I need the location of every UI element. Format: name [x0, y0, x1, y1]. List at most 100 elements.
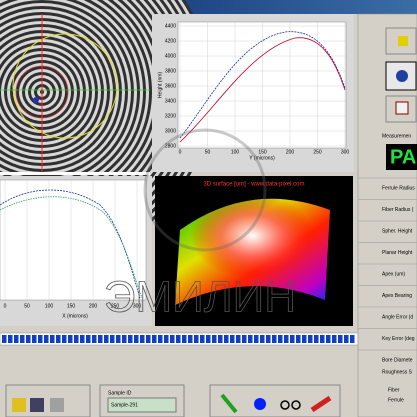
x-tick-label: 50 [205, 149, 211, 155]
y-tick-label: 3000 [165, 128, 176, 134]
y-axis-label: Height (nm) [157, 72, 163, 98]
marker [33, 97, 39, 103]
progress-segment [164, 335, 169, 343]
status-display [386, 144, 417, 170]
progress-segment [314, 335, 319, 343]
progress-segment [38, 335, 43, 343]
progress-segment [32, 335, 37, 343]
progress-segment [86, 335, 91, 343]
surface-title: 3D surface [um] - www.data-pixel.com [203, 182, 304, 188]
progress-segment [266, 335, 271, 343]
progress-segment [140, 335, 145, 343]
curve [179, 37, 346, 143]
field-label: Angle Error (d [382, 314, 413, 320]
progress-segment [326, 335, 331, 343]
progress-segment [92, 335, 97, 343]
curve [0, 189, 141, 299]
progress-segment [320, 335, 325, 343]
tool-group [209, 384, 341, 417]
field-label: Apex (um) [382, 271, 405, 277]
progress-segment [200, 335, 205, 343]
progress-segment [26, 335, 31, 343]
x-tick-label: 100 [45, 303, 54, 309]
progress-segment [284, 335, 289, 343]
progress-segment [80, 335, 85, 343]
progress-segment [158, 335, 163, 343]
aperture-circle [12, 33, 118, 139]
progress-segment [218, 335, 223, 343]
field-label: Planar Height [382, 250, 413, 256]
field-label: Key Error (deg [382, 336, 415, 342]
progress-segment [176, 335, 181, 343]
sample-field[interactable] [107, 397, 177, 413]
roughness-label: Roughness S [382, 369, 413, 375]
save-button[interactable] [30, 398, 44, 412]
surface-highlight [175, 198, 330, 305]
progress-segment [2, 335, 7, 343]
progress-segment [110, 335, 115, 343]
glasses-button[interactable] [280, 400, 301, 410]
progress-segment [128, 335, 133, 343]
x-tick-label: 250 [313, 149, 322, 155]
progress-segment [98, 335, 103, 343]
progress-segment [260, 335, 265, 343]
progress-segment [56, 335, 61, 343]
sample-label: Sample ID [108, 390, 132, 396]
x-tick-label: 100 [231, 149, 240, 155]
icon [395, 101, 409, 115]
progress-segment [104, 335, 109, 343]
x-tick-label: 300 [341, 149, 350, 155]
progress-segment [338, 335, 343, 343]
progress-segment [350, 335, 355, 343]
field-label: Ferrule Radius [382, 185, 415, 191]
sample-value: Sample-291 [111, 402, 138, 408]
progress-segment [68, 335, 73, 343]
progress-segment [254, 335, 259, 343]
progress-segment [122, 335, 127, 343]
progress-segment [44, 335, 49, 343]
status-text: PA [390, 146, 416, 168]
progress-segment [332, 335, 337, 343]
progress-segment [212, 335, 217, 343]
x-tick-label: 200 [89, 303, 98, 309]
curve [179, 31, 346, 139]
y-tick-label: 4000 [165, 53, 176, 59]
x-axis-label: X (microns) [62, 313, 88, 319]
y-tick-label: 4400 [165, 23, 176, 29]
progress-segment [290, 335, 295, 343]
progress-segment [146, 335, 151, 343]
progress-segment [74, 335, 79, 343]
progress-segment [134, 335, 139, 343]
x-tick-label: 0 [179, 149, 182, 155]
field-label: Bore Diamete [382, 357, 413, 363]
calibrate-button[interactable] [310, 395, 332, 413]
print-button[interactable] [50, 398, 64, 412]
progress-segment [230, 335, 235, 343]
progress-segment [8, 335, 13, 343]
x-tick-label: 250 [111, 303, 120, 309]
progress-segment [50, 335, 55, 343]
plot-area [177, 21, 347, 149]
y-tick-label: 4200 [165, 38, 176, 44]
probe-button[interactable] [220, 393, 238, 414]
icon [398, 36, 408, 46]
field-label: Spher. Height [382, 228, 413, 234]
progress-segment [206, 335, 211, 343]
progress-segment [20, 335, 25, 343]
progress-segment [272, 335, 277, 343]
measurement-heading: Measuremen [382, 133, 411, 139]
curve [0, 196, 143, 299]
progress-segment [14, 335, 19, 343]
light-button[interactable] [254, 398, 266, 410]
x-tick-label: 150 [258, 149, 267, 155]
progress-segment [308, 335, 313, 343]
x-axis-label: Y (microns) [249, 155, 275, 161]
progress-segment [62, 335, 67, 343]
watermark: ЭМИЛИН [104, 273, 296, 322]
progress-segment [344, 335, 349, 343]
progress-segment [302, 335, 307, 343]
open-button[interactable] [12, 398, 26, 412]
progress-segment [278, 335, 283, 343]
y-tick-label: 2800 [165, 143, 176, 149]
icon [396, 70, 408, 82]
